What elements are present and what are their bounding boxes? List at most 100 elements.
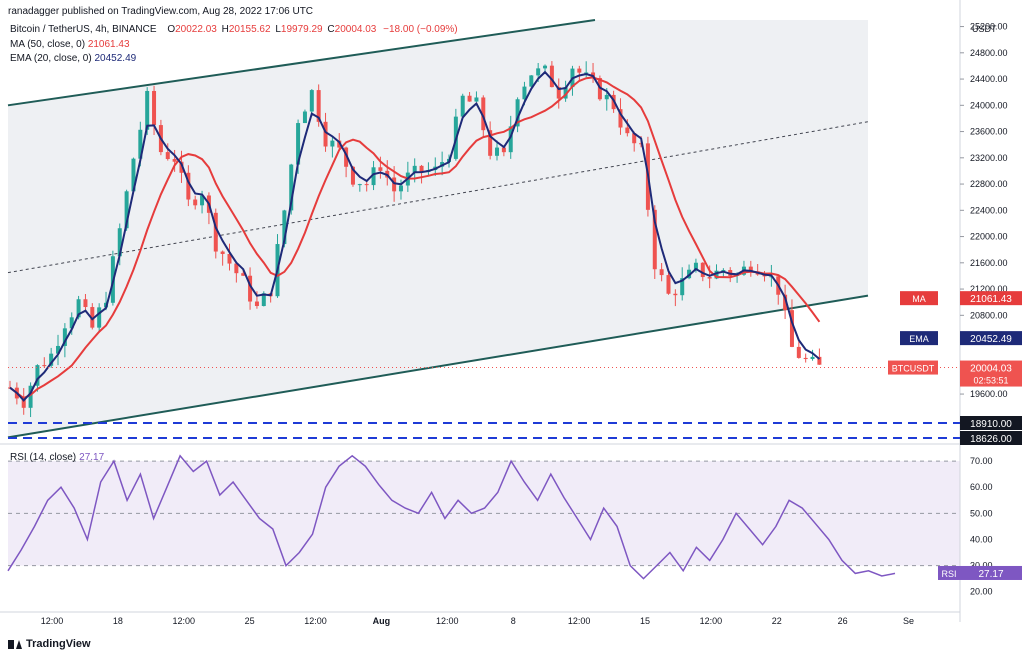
symbol-name: Bitcoin / TetherUS, 4h, BINANCE bbox=[10, 24, 157, 35]
candle-body bbox=[817, 356, 822, 365]
rsi-tick-label: 60.00 bbox=[970, 482, 993, 492]
candle-body bbox=[721, 270, 726, 272]
countdown-label: 02:53:51 bbox=[973, 376, 1008, 386]
time-tick-label: 26 bbox=[838, 616, 848, 626]
rsi-series-tag bbox=[938, 565, 960, 580]
series-label-tag bbox=[900, 331, 938, 346]
candle-body bbox=[495, 147, 500, 156]
candle-body bbox=[28, 385, 33, 408]
channel-fill bbox=[8, 20, 868, 438]
candle-body bbox=[474, 97, 479, 102]
candle-body bbox=[138, 129, 143, 159]
price-tick-label: 21200.00 bbox=[970, 284, 1008, 294]
candle-body bbox=[618, 109, 623, 128]
channel-midline bbox=[7, 121, 869, 274]
candle-body bbox=[49, 353, 54, 366]
candle-body bbox=[364, 184, 369, 186]
candle-body bbox=[83, 299, 88, 308]
candle-body bbox=[90, 307, 95, 328]
c-value: 20004.03 bbox=[334, 24, 377, 35]
candle-body bbox=[62, 328, 67, 346]
candle-body bbox=[289, 164, 294, 211]
candle-body bbox=[344, 147, 349, 167]
price-tick-label: 22400.00 bbox=[970, 205, 1008, 215]
candle-body bbox=[35, 365, 40, 386]
c-label: C bbox=[327, 24, 335, 35]
candle-body bbox=[632, 133, 637, 144]
tradingview-footer[interactable]: TradingView bbox=[8, 638, 91, 650]
candle-body bbox=[508, 126, 513, 153]
candle-body bbox=[707, 277, 712, 279]
time-tick-label: 12:00 bbox=[568, 616, 591, 626]
series-label-text: EMA bbox=[909, 334, 929, 344]
candle-body bbox=[200, 195, 205, 206]
rsi-axis-tag-value: 27.17 bbox=[978, 569, 1003, 580]
ma-legend[interactable]: MA (50, close, 0) 21061.43 bbox=[10, 39, 130, 50]
candle-body bbox=[803, 357, 808, 360]
rsi-label: RSI (14, close) bbox=[10, 452, 77, 463]
price-tick-label: 20800.00 bbox=[970, 310, 1008, 320]
channel-upper-line bbox=[7, 19, 596, 107]
support-tag-label: 18626.00 bbox=[970, 434, 1012, 445]
candle-body bbox=[392, 177, 397, 192]
candle-body bbox=[810, 356, 815, 360]
candle-body bbox=[220, 251, 225, 254]
h-value: 20155.62 bbox=[228, 24, 271, 35]
candle-body bbox=[693, 262, 698, 270]
candle-body bbox=[378, 167, 383, 171]
candle-body bbox=[323, 121, 328, 147]
rsi-legend-value: 27.17 bbox=[79, 452, 105, 463]
candle-body bbox=[131, 158, 136, 192]
l-label: L bbox=[275, 24, 281, 35]
candle-body bbox=[460, 95, 465, 117]
candle-body bbox=[398, 185, 403, 192]
candle-body bbox=[69, 317, 74, 329]
ema-legend[interactable]: EMA (20, close, 0) 20452.49 bbox=[10, 53, 136, 64]
footer-brand: TradingView bbox=[26, 638, 91, 650]
candle-body bbox=[241, 273, 246, 276]
candle-body bbox=[330, 140, 335, 147]
candle-body bbox=[625, 127, 630, 134]
price-axis-tag-value: 20004.03 bbox=[970, 364, 1012, 375]
ema-value: 20452.49 bbox=[94, 53, 137, 64]
candle-body bbox=[549, 65, 554, 88]
candle-body bbox=[584, 72, 589, 74]
candle-body bbox=[481, 97, 486, 131]
candle-body bbox=[467, 95, 472, 102]
price-tick-label: 23600.00 bbox=[970, 127, 1008, 137]
candle-body bbox=[316, 90, 321, 122]
candle-body bbox=[42, 365, 47, 367]
candle-body bbox=[165, 152, 170, 160]
candle-body bbox=[748, 266, 753, 272]
publisher-line: ranadagger published on TradingView.com,… bbox=[8, 6, 314, 17]
support-tag bbox=[960, 416, 1022, 430]
series-label-text: MA bbox=[912, 294, 926, 304]
time-tick-label: 12:00 bbox=[304, 616, 327, 626]
candle-body bbox=[714, 270, 719, 279]
candle-body bbox=[56, 345, 61, 354]
rsi-legend[interactable]: RSI (14, close) 27.17 bbox=[10, 452, 104, 463]
candle-body bbox=[639, 143, 644, 145]
ema-label: EMA (20, close, 0) bbox=[10, 53, 92, 64]
symbol-legend: Bitcoin / TetherUS, 4h, BINANCE O20022.0… bbox=[10, 24, 458, 35]
time-tick-label: 25 bbox=[245, 616, 255, 626]
candle-body bbox=[604, 94, 609, 100]
price-axis-tag bbox=[960, 331, 1022, 346]
o-label: O bbox=[167, 24, 176, 35]
time-tick-label: 15 bbox=[640, 616, 650, 626]
ma-value: 21061.43 bbox=[87, 39, 130, 50]
candle-body bbox=[789, 310, 794, 347]
time-tick-label: 12:00 bbox=[41, 616, 64, 626]
time-tick-label: 12:00 bbox=[700, 616, 723, 626]
time-tick-label: 18 bbox=[113, 616, 123, 626]
candle-body bbox=[371, 167, 376, 186]
candle-body bbox=[488, 130, 493, 156]
candle-body bbox=[261, 293, 266, 307]
candle-body bbox=[652, 209, 657, 270]
time-tick-label: 8 bbox=[511, 616, 516, 626]
candle-body bbox=[282, 210, 287, 245]
candle-body bbox=[76, 299, 81, 318]
rsi-axis-tag bbox=[960, 565, 1022, 580]
candle-body bbox=[680, 278, 685, 296]
